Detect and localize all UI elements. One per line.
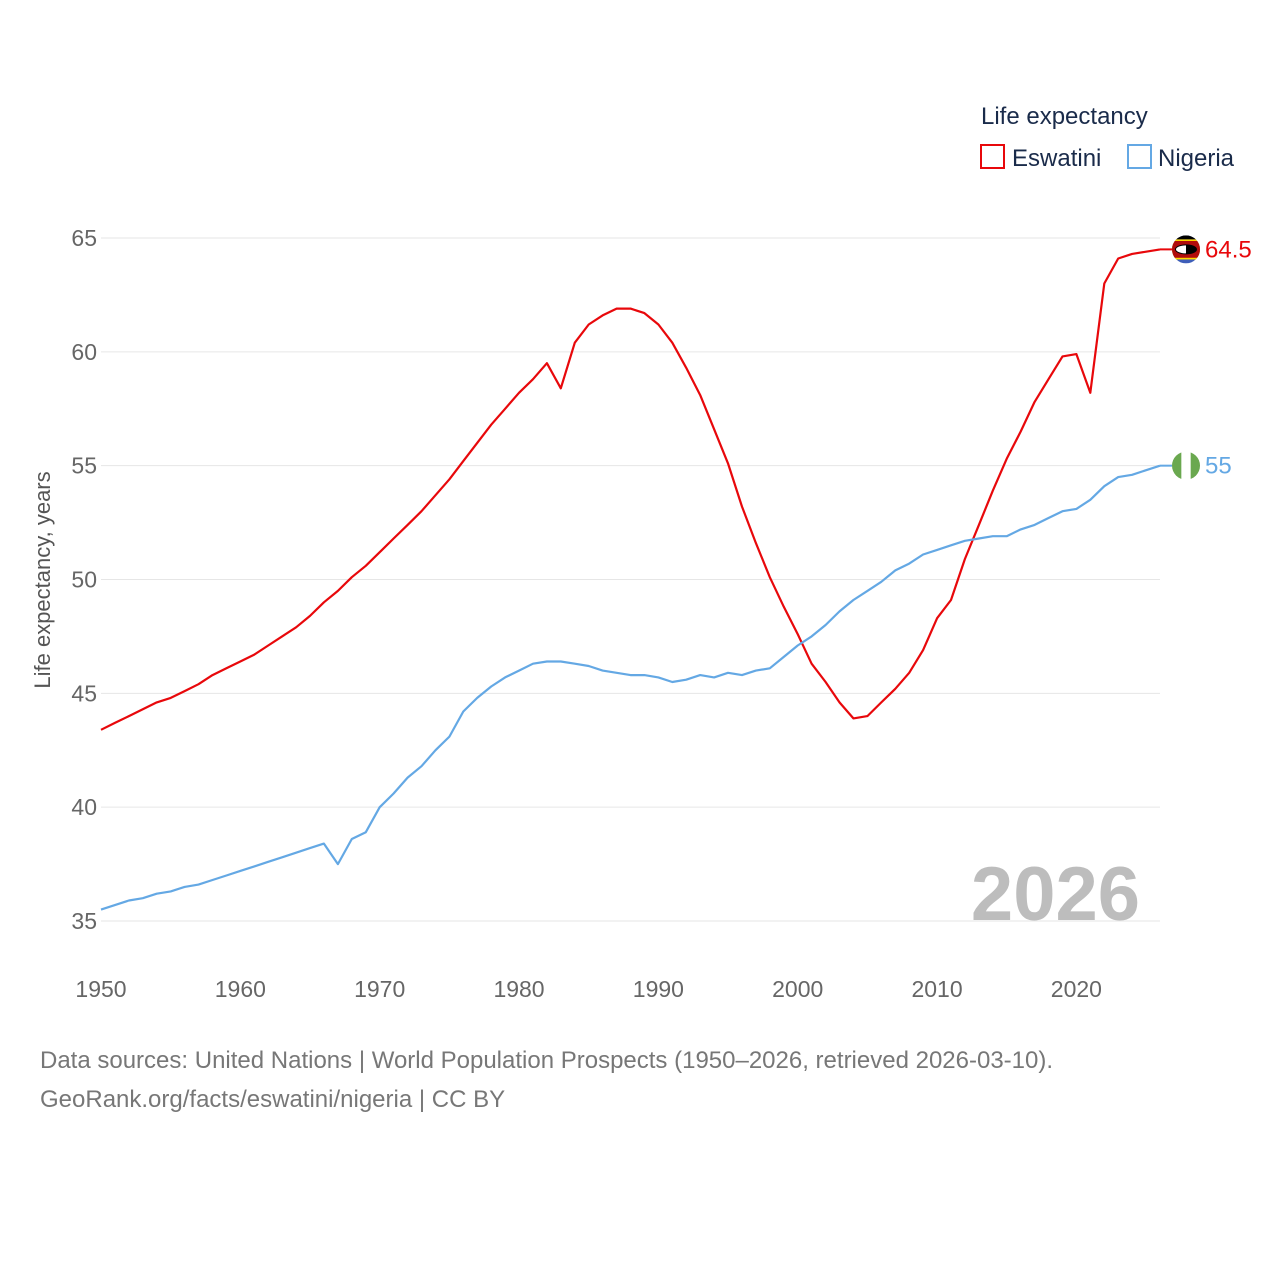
series-line-nigeria[interactable] [100, 464, 1161, 911]
legend-label-eswatini: Eswatini [1012, 145, 1101, 172]
x-tick-label-2000: 2000 [772, 976, 823, 1002]
y-tick-label-55: 55 [71, 453, 97, 479]
legend-title: Life expectancy [981, 103, 1148, 130]
end-value-nigeria: 55 [1205, 453, 1232, 480]
y-tick-label-50: 50 [71, 567, 97, 593]
license-line[interactable]: GeoRank.org/facts/eswatini/nigeria | CC … [40, 1086, 506, 1113]
series-line-eswatini[interactable] [100, 248, 1161, 731]
year-watermark: 2026 [971, 852, 1140, 937]
y-axis-ticks: 35 40 45 50 55 60 65 [71, 225, 97, 934]
legend-item-nigeria[interactable]: Nigeria [1127, 144, 1235, 172]
end-value-eswatini: 64.5 [1205, 236, 1252, 263]
grid-lines [101, 237, 1160, 922]
end-markers: 64.5 55 [1160, 235, 1252, 480]
x-tick-label-1990: 1990 [633, 976, 684, 1002]
y-axis-label: Life expectancy, years [30, 471, 55, 688]
data-source-line: Data sources: United Nations | World Pop… [40, 1047, 1054, 1074]
x-tick-label-2020: 2020 [1051, 976, 1102, 1002]
x-tick-label-1950: 1950 [75, 976, 126, 1002]
x-tick-label-1960: 1960 [215, 976, 266, 1002]
x-tick-label-2010: 2010 [911, 976, 962, 1002]
x-tick-label-1980: 1980 [493, 976, 544, 1002]
x-tick-label-1970: 1970 [354, 976, 405, 1002]
legend-swatch-eswatini [980, 144, 1005, 169]
y-tick-label-45: 45 [71, 680, 97, 706]
eswatini-flag-icon [1172, 235, 1200, 264]
series-lines [100, 248, 1161, 911]
y-tick-label-40: 40 [71, 794, 97, 820]
y-tick-label-60: 60 [71, 339, 97, 365]
nigeria-flag-icon [1172, 451, 1200, 480]
y-tick-label-35: 35 [71, 908, 97, 934]
y-tick-label-65: 65 [71, 225, 97, 251]
legend-item-eswatini[interactable]: Eswatini [980, 144, 1101, 172]
legend-swatch-nigeria [1127, 144, 1152, 169]
legend: Life expectancy Eswatini Nigeria [980, 103, 1235, 172]
legend-label-nigeria: Nigeria [1158, 145, 1235, 172]
x-axis-ticks: 1950 1960 1970 1980 1990 2000 2010 2020 [75, 976, 1102, 1002]
